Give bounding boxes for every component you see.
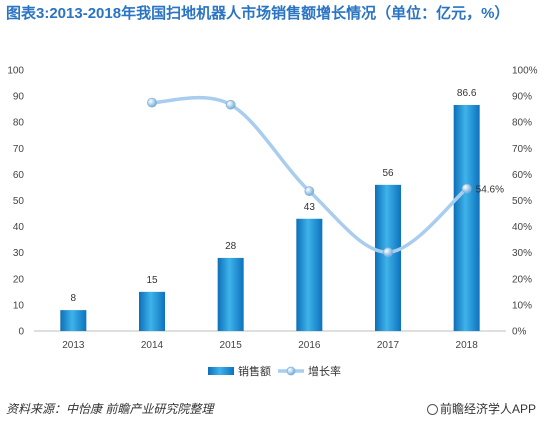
x-tick-label: 2018	[456, 340, 479, 351]
bar-value-label: 86.6	[457, 88, 477, 99]
bar	[217, 257, 244, 331]
brand-mark: 前瞻经济学人APP	[426, 400, 536, 417]
y-left-tick-label: 100	[7, 66, 24, 77]
legend-swatch-bar	[208, 367, 234, 375]
line-point	[383, 247, 393, 258]
line-point	[147, 97, 157, 108]
bar	[139, 291, 165, 331]
y-left-tick-label: 40	[13, 222, 25, 233]
x-tick-label: 2014	[141, 340, 164, 351]
axes: 0 10 20 30 40 50 60 70 80 90 100 0% 10% 20% 30% 40% 50% 6…	[7, 66, 537, 352]
y-left-tick-label: 70	[13, 144, 25, 155]
bar	[375, 184, 401, 331]
y-left-tick-label: 50	[13, 196, 25, 207]
source-note: 资料来源：中怡康 前瞻产业研究院整理	[6, 402, 214, 416]
y-left-tick-label: 80	[13, 118, 25, 129]
y-right-tick-label: 0%	[512, 327, 527, 338]
x-tick-label: 2016	[298, 340, 321, 351]
line-point	[225, 99, 236, 110]
x-tick-label: 2017	[377, 340, 400, 351]
y-right-tick-label: 100%	[512, 66, 538, 77]
line-value-label: 54.6%	[476, 184, 504, 195]
bar-value-label: 56	[382, 168, 394, 179]
y-right-tick-label: 10%	[512, 300, 532, 311]
y-right-tick-label: 30%	[512, 248, 532, 259]
y-right-tick-label: 70%	[512, 144, 532, 155]
y-left-tick-label: 20	[13, 274, 25, 285]
x-tick-label: 2015	[220, 340, 243, 351]
y-left-tick-label: 90	[13, 92, 25, 103]
bar	[453, 104, 480, 331]
line-series	[147, 95, 472, 258]
chart-title: 图表3:2013-2018年我国扫地机器人市场销售额增长情况（单位：亿元，%）	[6, 5, 510, 22]
legend-label-bar: 销售额	[238, 364, 271, 378]
brand-logo-icon	[426, 404, 438, 415]
bar-value-label: 8	[71, 293, 77, 304]
y-left-tick-label: 30	[13, 248, 25, 259]
line-point	[304, 186, 315, 197]
bar-value-label: 43	[304, 202, 316, 213]
y-right-tick-label: 40%	[512, 222, 532, 233]
legend: 销售额 增长率	[208, 364, 341, 378]
y-right-tick-label: 50%	[512, 196, 532, 207]
y-left-tick-label: 0	[18, 327, 24, 338]
legend-label-line: 增长率	[308, 364, 341, 378]
bar-value-label: 28	[225, 241, 237, 252]
y-right-tick-label: 20%	[512, 274, 532, 285]
bar	[60, 310, 87, 331]
y-right-tick-label: 90%	[512, 92, 532, 103]
brand-label: 前瞻经济学人APP	[439, 402, 536, 416]
line-point	[461, 183, 472, 194]
bar	[296, 218, 323, 331]
data-labels: 8 15 28 43 56 86.6 54.6%	[71, 88, 505, 304]
bar-series	[60, 104, 480, 331]
y-right-tick-label: 60%	[512, 170, 532, 181]
bar-value-label: 15	[146, 275, 158, 286]
y-left-tick-label: 60	[13, 170, 25, 181]
legend-marker-line	[286, 366, 296, 376]
y-left-tick-label: 10	[13, 300, 25, 311]
x-tick-label: 2013	[62, 340, 85, 351]
y-right-tick-label: 80%	[512, 118, 532, 129]
